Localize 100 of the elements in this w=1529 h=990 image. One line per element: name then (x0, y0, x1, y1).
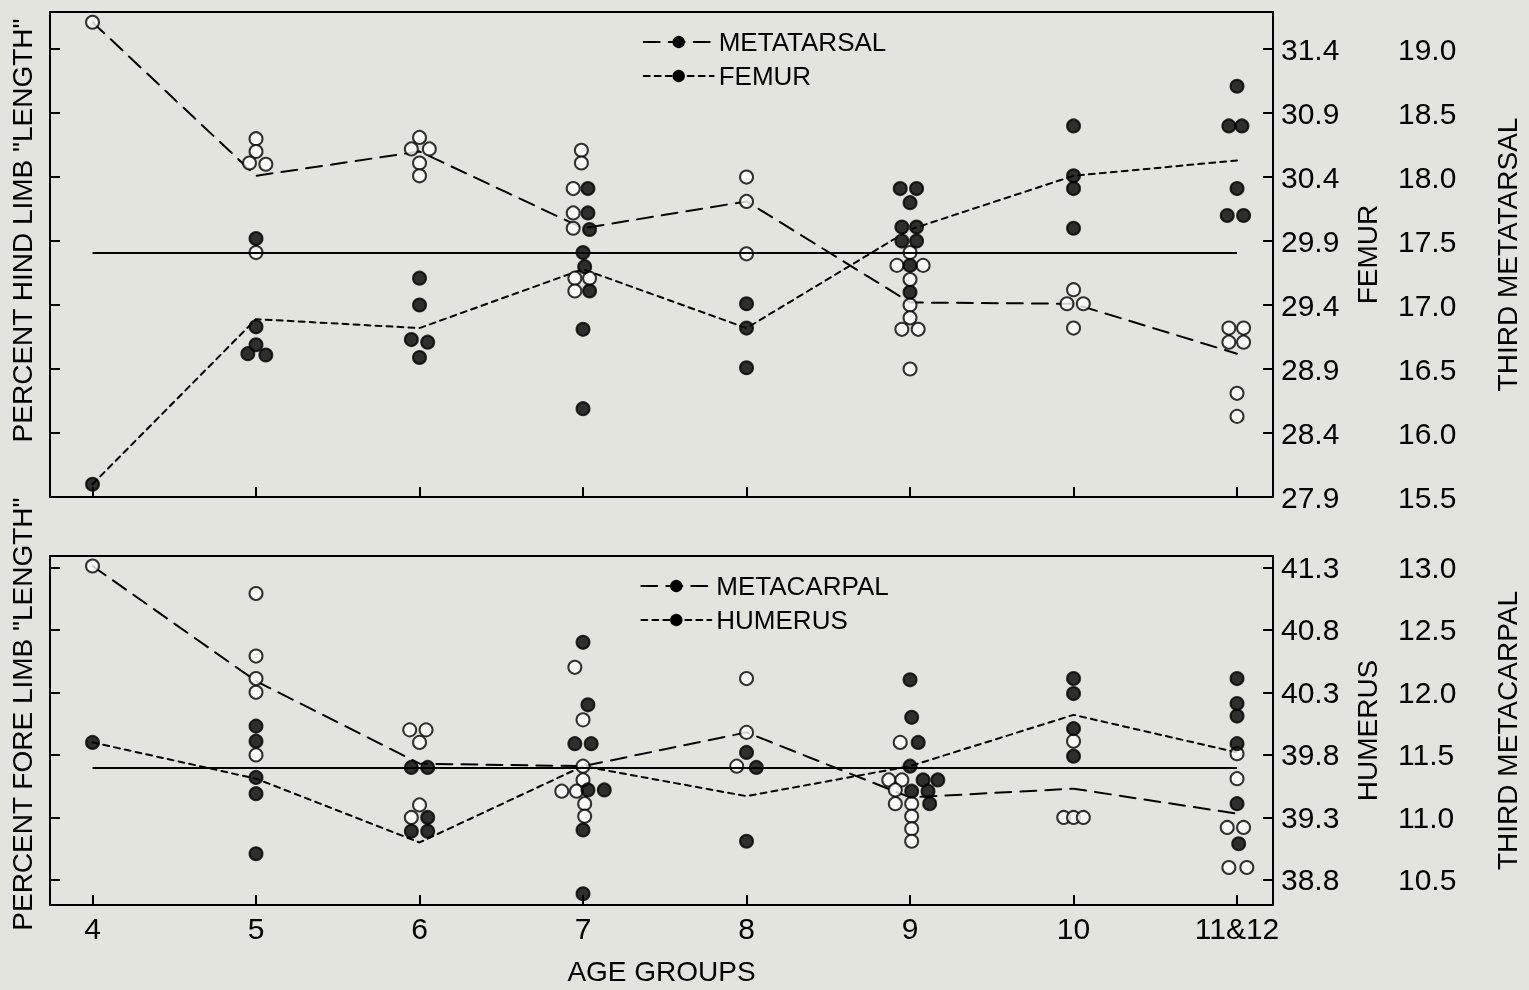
point (583, 736, 599, 752)
point (248, 671, 264, 687)
point (739, 193, 755, 209)
point (248, 143, 264, 159)
y-tick-label: 28.9 (1281, 352, 1340, 386)
point (1066, 220, 1082, 236)
point (1066, 671, 1082, 687)
y2-tick-label: 10.5 (1398, 863, 1457, 897)
point (1066, 721, 1082, 737)
point (1229, 181, 1245, 197)
point (1234, 118, 1250, 134)
point (567, 659, 583, 675)
x-tick-label: 7 (574, 911, 592, 945)
point (402, 722, 418, 738)
point (418, 722, 434, 738)
x-tick-label: 9 (901, 911, 919, 945)
point (739, 671, 755, 687)
point (575, 401, 591, 417)
point (902, 361, 918, 377)
point (573, 155, 589, 171)
point (412, 350, 428, 366)
y-tick-label: 40.8 (1281, 613, 1340, 647)
point (85, 734, 101, 750)
legend-label: METATARSAL (718, 27, 887, 57)
y-tick-label: 30.9 (1281, 96, 1340, 130)
y-tick-label: 38.8 (1281, 863, 1340, 897)
point (1229, 671, 1245, 687)
point (1229, 771, 1245, 787)
point (412, 270, 428, 286)
point (894, 219, 910, 235)
point (1236, 819, 1252, 835)
point (580, 181, 596, 197)
y2-tick-label: 16.5 (1398, 352, 1457, 386)
point (567, 270, 583, 286)
point (575, 886, 591, 902)
point (420, 809, 436, 825)
x-axis-title: AGE GROUPS (567, 955, 756, 987)
point (739, 724, 755, 740)
y-tick-label: 27.9 (1281, 480, 1340, 514)
point (922, 796, 938, 812)
point (739, 169, 755, 185)
legend-label: FEMUR (718, 61, 812, 91)
y-tick-label: 41.3 (1281, 550, 1340, 584)
point (577, 259, 593, 275)
point (1229, 696, 1245, 712)
point (403, 332, 419, 348)
point (915, 772, 931, 788)
point (582, 222, 598, 238)
x-tick-label: 6 (411, 911, 428, 945)
point (258, 347, 274, 363)
y2-tick-label: 19.0 (1398, 32, 1457, 66)
point (412, 168, 428, 184)
y2-tick-label: 18.0 (1398, 160, 1457, 194)
y2-tick-label: 12.5 (1398, 613, 1457, 647)
y-tick-label: 39.8 (1281, 738, 1340, 772)
point (85, 558, 101, 574)
point (894, 233, 910, 249)
point (739, 744, 755, 760)
point (739, 360, 755, 376)
point (554, 783, 570, 799)
legend-label: METACARPAL (716, 571, 889, 601)
point (887, 796, 903, 812)
point (403, 809, 419, 825)
point (1066, 320, 1082, 336)
y-tick-label: 31.4 (1281, 32, 1340, 66)
point (1236, 320, 1252, 336)
point (1066, 686, 1082, 702)
point (1075, 296, 1091, 312)
y-tick-label: 30.4 (1281, 160, 1340, 194)
point (241, 155, 257, 171)
point (1221, 320, 1237, 336)
point (565, 181, 581, 197)
point (902, 310, 918, 326)
point (910, 734, 926, 750)
point (1229, 736, 1245, 752)
point (421, 141, 437, 157)
point (894, 321, 910, 337)
point (889, 257, 905, 273)
y2-tick-label: 18.5 (1398, 96, 1457, 130)
point (240, 346, 256, 362)
point (573, 142, 589, 158)
point (1236, 207, 1252, 223)
point (248, 747, 264, 763)
point (1219, 207, 1235, 223)
x-tick-label: 11&12 (1194, 911, 1280, 945)
point (1221, 118, 1237, 134)
point (1229, 796, 1245, 812)
y2-tick-label: 16.0 (1398, 416, 1457, 450)
point (575, 822, 591, 838)
point (412, 155, 428, 171)
point (1229, 408, 1245, 424)
point (565, 220, 581, 236)
y2-axis-title: THIRD METATARSAL (1491, 117, 1523, 392)
point (909, 219, 925, 235)
point (1239, 859, 1255, 875)
point (403, 823, 419, 839)
point (567, 283, 583, 299)
x-tick-label: 5 (247, 911, 265, 945)
point (1229, 708, 1245, 724)
point (258, 156, 274, 172)
